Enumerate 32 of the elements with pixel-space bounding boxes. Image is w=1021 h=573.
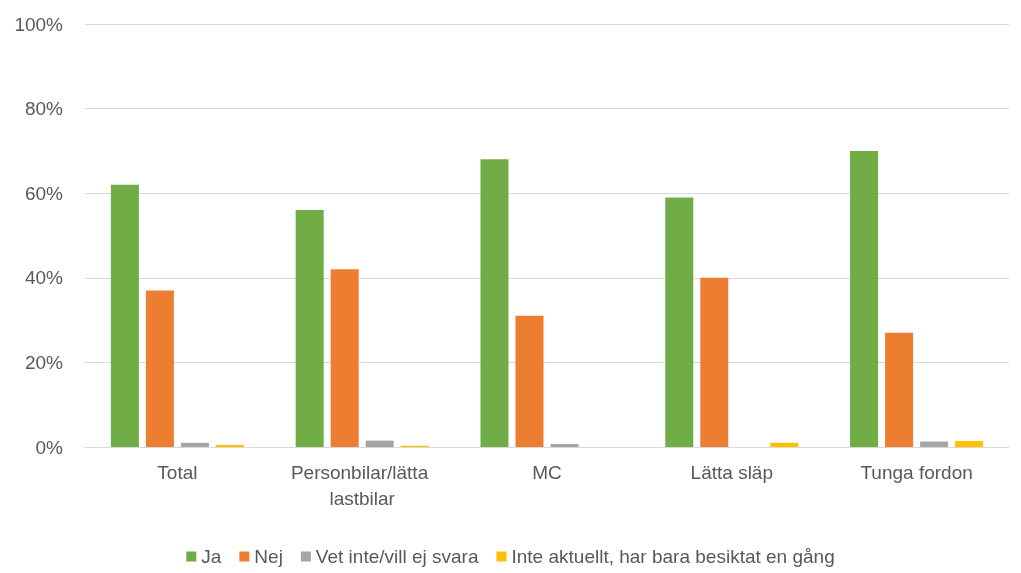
y-tick-label: 20% [24, 351, 64, 373]
bar [330, 269, 359, 447]
bar [110, 184, 139, 447]
bar [885, 332, 914, 447]
bar [700, 277, 729, 447]
y-tick-label: 60% [24, 182, 64, 204]
bar [365, 440, 394, 447]
bar [145, 290, 174, 447]
y-tick-label: 40% [24, 267, 64, 289]
x-tick-label: Personbilar/lätta lastbilar [290, 461, 434, 509]
legend-label: Vet inte/vill ej svara [315, 546, 479, 567]
legend-label: Ja [201, 546, 222, 567]
x-tick-label: Total [157, 461, 198, 483]
legend-label: Inte aktuellt, har bara besiktat en gång [511, 546, 835, 567]
y-tick-label: 80% [24, 98, 64, 120]
legend-label: Nej [254, 546, 283, 567]
x-tick-label: MC [532, 461, 562, 483]
bar [850, 150, 879, 447]
bar [920, 441, 949, 447]
bar [480, 159, 509, 447]
y-tick-label: 100% [14, 13, 64, 35]
bar [770, 442, 799, 447]
x-tick-label: Lätta släp [690, 461, 773, 483]
bar [180, 442, 209, 447]
bar [215, 444, 244, 447]
bar [295, 210, 324, 447]
bar [550, 444, 579, 447]
y-tick-label: 0% [35, 436, 64, 458]
bar [515, 315, 544, 447]
bar [665, 197, 694, 447]
x-tick-label: Tunga fordon [860, 461, 973, 483]
bar [955, 441, 984, 447]
